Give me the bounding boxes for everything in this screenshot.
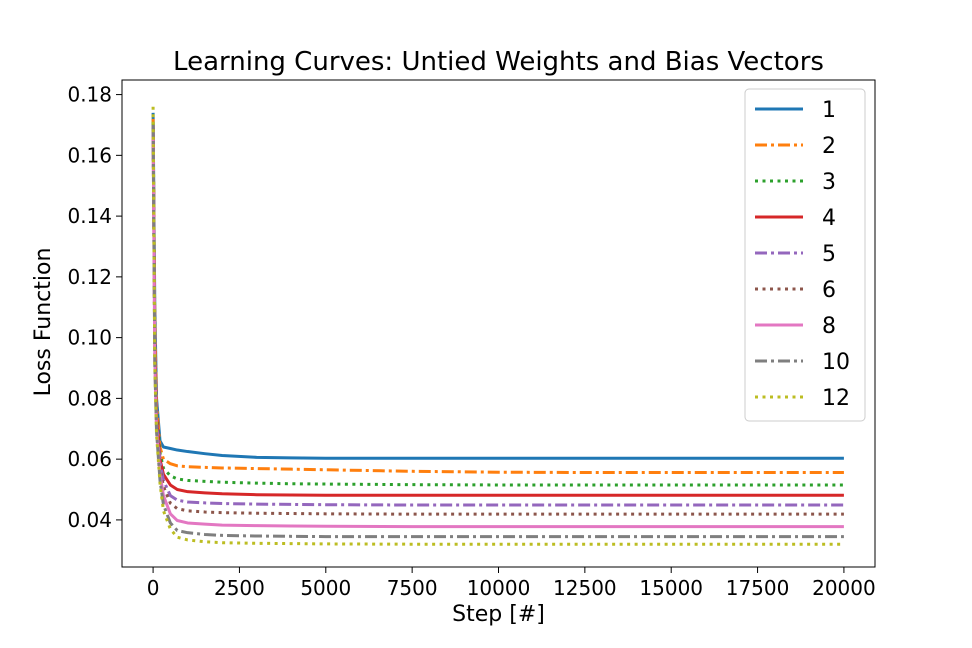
- x-tick-label: 10000: [467, 576, 531, 600]
- x-tick-label: 7500: [387, 576, 438, 600]
- x-tick-label: 0: [147, 576, 160, 600]
- x-tick-label: 20000: [812, 576, 876, 600]
- y-axis-title: Loss Function: [31, 248, 56, 397]
- y-tick-label: 0.16: [67, 143, 112, 167]
- legend-label-2: 2: [822, 134, 836, 159]
- legend-label-4: 4: [822, 206, 836, 231]
- legend-label-1: 1: [822, 98, 836, 123]
- x-tick-label: 5000: [300, 576, 351, 600]
- legend-label-3: 3: [822, 170, 836, 195]
- x-axis-title: Step [#]: [452, 602, 545, 627]
- y-tick-label: 0.10: [67, 326, 112, 350]
- y-tick-label: 0.18: [67, 83, 112, 107]
- y-tick-label: 0.08: [67, 386, 112, 410]
- y-tick-label: 0.14: [67, 204, 112, 228]
- legend-label-12: 12: [822, 386, 850, 411]
- legend-label-6: 6: [822, 278, 836, 303]
- x-tick-label: 15000: [639, 576, 703, 600]
- x-axis-ticks: 0 2500 5000 7500 10000 12500 15000 17500 20000: [147, 567, 876, 600]
- x-tick-label: 17500: [726, 576, 790, 600]
- series-line-10: [151, 124, 844, 539]
- x-tick-label: 12500: [553, 576, 617, 600]
- chart-title: Learning Curves: Untied Weights and Bias…: [173, 47, 824, 77]
- y-axis-ticks: 0.04 0.06 0.08 0.10 0.12 0.14 0.16 0.18: [67, 83, 122, 532]
- series-line-5: [151, 124, 844, 507]
- y-tick-label: 0.12: [67, 265, 112, 289]
- series-line-12: [151, 106, 844, 546]
- legend-label-8: 8: [822, 314, 836, 339]
- y-tick-label: 0.04: [67, 508, 112, 532]
- legend-label-5: 5: [822, 242, 836, 267]
- plot-lines: [151, 106, 844, 546]
- y-tick-label: 0.06: [67, 447, 112, 471]
- legend-label-10: 10: [822, 350, 850, 375]
- legend-box: [744, 88, 866, 422]
- x-tick-label: 2500: [214, 576, 265, 600]
